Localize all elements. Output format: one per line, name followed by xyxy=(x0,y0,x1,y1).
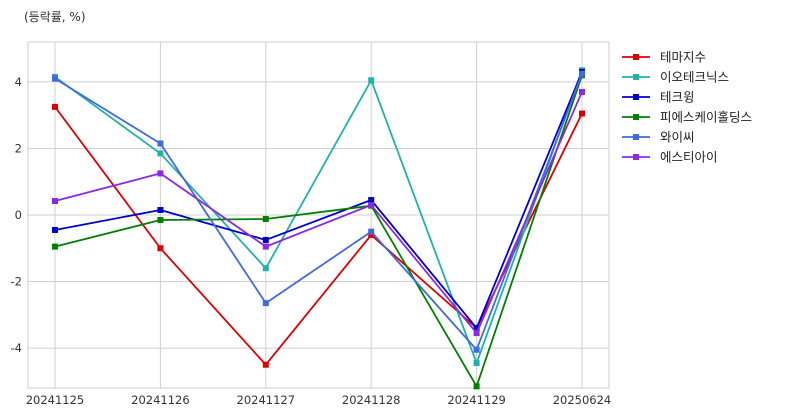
data-point xyxy=(262,265,269,272)
data-point xyxy=(368,197,375,204)
data-point xyxy=(157,207,164,214)
data-point xyxy=(262,300,269,307)
legend-label: 에스티아이 xyxy=(660,150,718,165)
series-group xyxy=(52,70,585,353)
legend-label: 테마지수 xyxy=(660,50,706,65)
data-point xyxy=(473,360,480,367)
unit-note: (등락률, %) xyxy=(24,10,86,24)
data-point xyxy=(262,236,269,243)
legend-item: 이오테크닉스 xyxy=(622,70,729,85)
series-line xyxy=(54,71,583,330)
series-line xyxy=(54,73,583,351)
x-tick-label: 20241127 xyxy=(237,393,296,407)
y-tick-label: 2 xyxy=(15,141,22,155)
data-point xyxy=(262,243,269,250)
grid-lines xyxy=(28,42,609,388)
series-line xyxy=(54,69,583,364)
y-tick-labels: -4 -2 0 2 4 xyxy=(11,75,22,355)
data-point xyxy=(52,226,58,233)
data-point xyxy=(368,202,375,209)
data-point xyxy=(52,198,58,205)
legend-item: 와이씨 xyxy=(622,130,695,145)
x-tick-label: 20250624 xyxy=(553,393,612,407)
data-point xyxy=(157,140,164,147)
data-point xyxy=(157,170,164,177)
series-line xyxy=(54,91,583,335)
legend-label: 테크윙 xyxy=(660,90,695,105)
data-point xyxy=(52,243,58,250)
data-point xyxy=(368,228,375,235)
data-point xyxy=(262,361,269,368)
data-point xyxy=(579,88,585,95)
y-tick-label: -2 xyxy=(11,275,22,289)
series-group xyxy=(52,67,585,367)
data-point xyxy=(473,383,480,390)
series-line xyxy=(54,74,583,388)
data-point xyxy=(473,346,480,353)
legend-item: 피에스케이홀딩스 xyxy=(622,110,752,125)
legend-item: 테마지수 xyxy=(622,50,706,65)
series-group xyxy=(52,103,585,368)
legend-item: 에스티아이 xyxy=(622,150,718,165)
data-point xyxy=(157,216,164,223)
series-group xyxy=(52,68,585,332)
data-point xyxy=(157,245,164,252)
data-point xyxy=(579,110,585,117)
y-tick-label: 4 xyxy=(15,75,22,89)
data-point xyxy=(368,231,375,238)
legend-marker xyxy=(633,94,639,100)
legend-marker xyxy=(633,154,639,160)
series-line xyxy=(54,106,583,366)
legend-marker xyxy=(633,74,639,80)
data-point xyxy=(262,215,269,222)
x-tick-label: 20241129 xyxy=(447,393,506,407)
data-point xyxy=(579,70,585,77)
plot-frame xyxy=(27,41,610,389)
x-tick-label: 20241126 xyxy=(131,393,190,407)
legend-label: 피에스케이홀딩스 xyxy=(660,110,752,125)
legend-marker xyxy=(633,114,639,120)
legend-label: 와이씨 xyxy=(660,130,695,145)
legend-item: 테크윙 xyxy=(622,90,695,105)
data-point xyxy=(368,77,375,84)
data-point xyxy=(52,103,58,110)
data-point xyxy=(52,75,58,82)
x-tick-label: 20241128 xyxy=(342,393,401,407)
data-point xyxy=(473,325,480,332)
data-point xyxy=(157,150,164,157)
y-tick-label: 0 xyxy=(15,208,22,222)
y-tick-label: -4 xyxy=(11,341,22,355)
legend-marker xyxy=(633,134,639,140)
data-point xyxy=(473,330,480,337)
x-tick-labels: 20241125 20241126 20241127 20241128 20241129… xyxy=(26,393,612,407)
legend-marker xyxy=(633,54,639,60)
legend-label: 이오테크닉스 xyxy=(660,70,729,85)
series-group xyxy=(52,72,585,390)
series-group xyxy=(52,88,585,337)
x-tick-label: 20241125 xyxy=(26,393,85,407)
